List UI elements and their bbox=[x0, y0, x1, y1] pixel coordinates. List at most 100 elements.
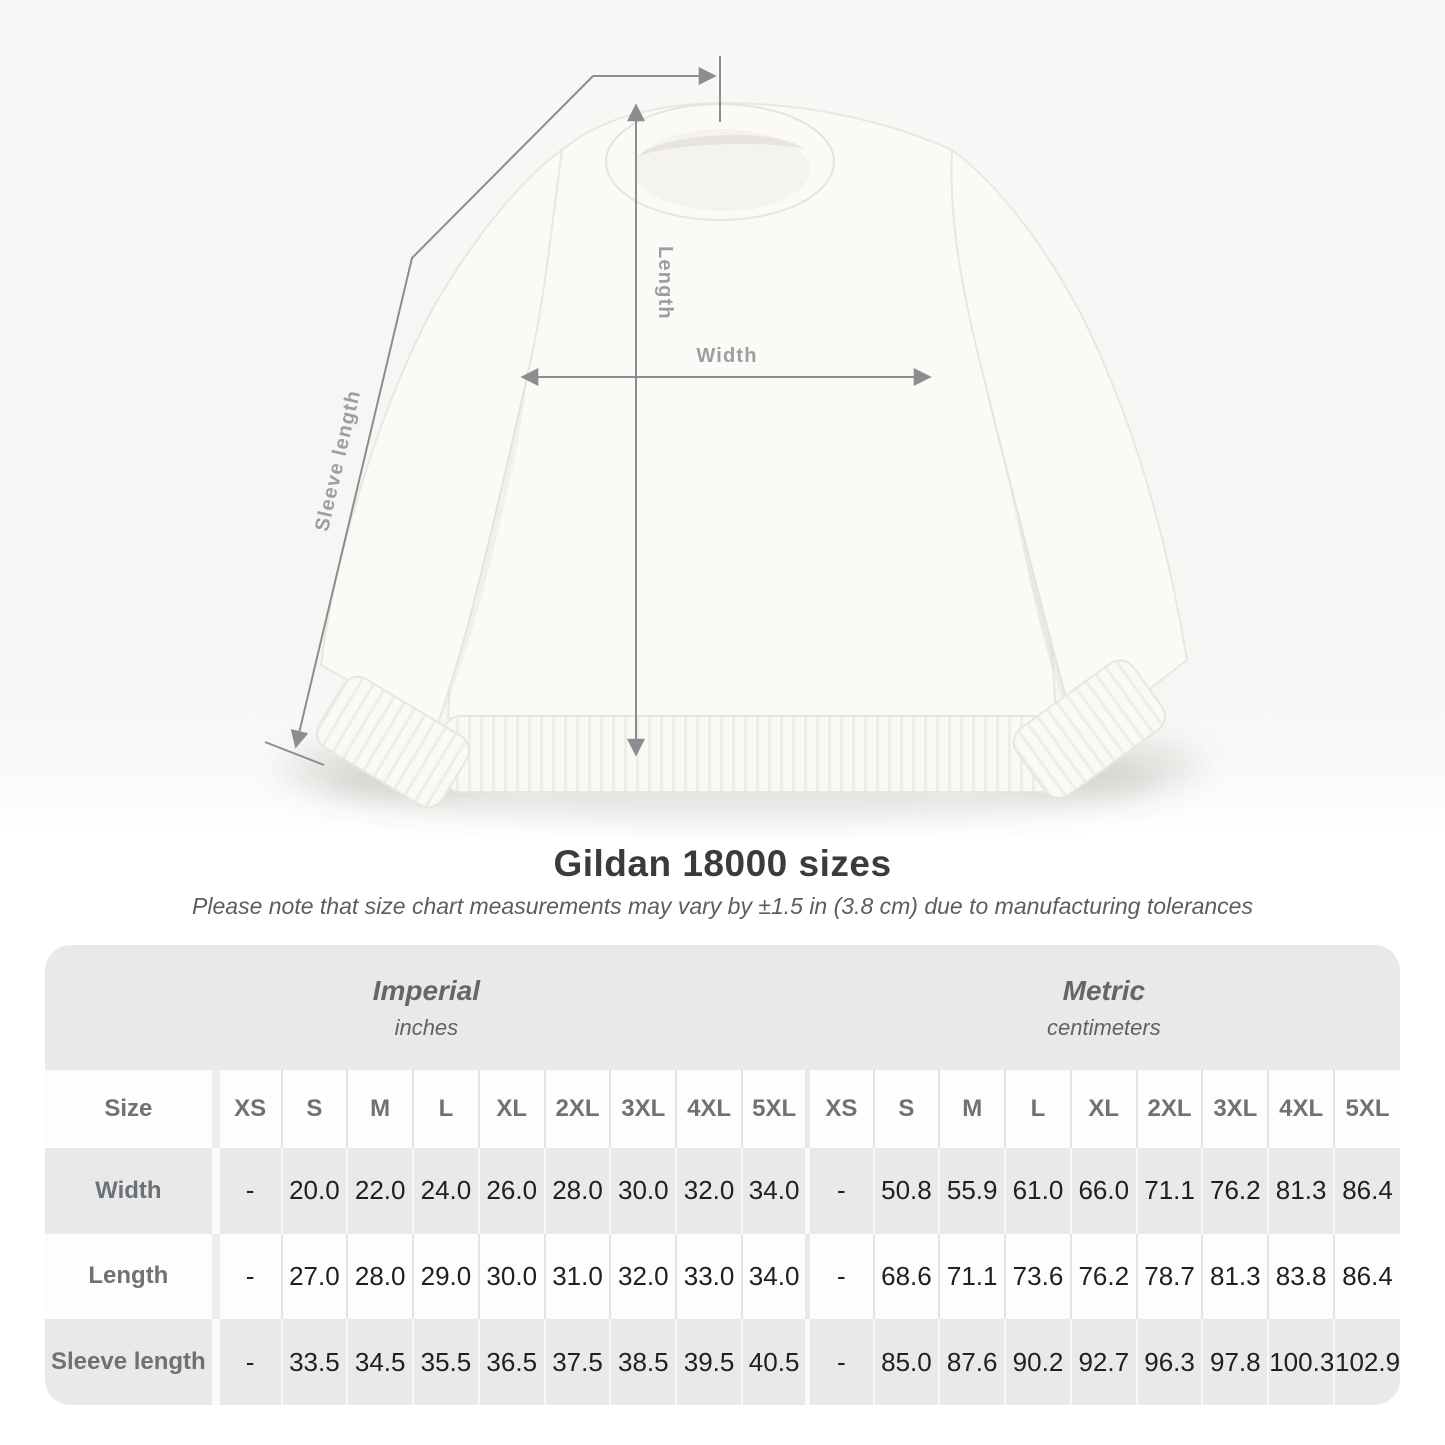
cell-imperial-4xl: 33.0 bbox=[675, 1233, 742, 1320]
cell-imperial-l: 24.0 bbox=[412, 1148, 479, 1234]
cell-metric-5xl: 86.4 bbox=[1333, 1148, 1400, 1234]
size-header-imperial-l: L bbox=[412, 1070, 479, 1148]
sweatshirt-diagram: Length Width Sleeve length bbox=[264, 56, 1205, 822]
cell-imperial-xs: - bbox=[211, 1148, 282, 1234]
width-label: Width bbox=[696, 345, 757, 367]
row-label: Width bbox=[95, 1176, 162, 1204]
cell-metric-s: 85.0 bbox=[872, 1319, 940, 1405]
cell-imperial-m: 28.0 bbox=[346, 1233, 414, 1320]
cell-imperial-l: 29.0 bbox=[412, 1233, 479, 1320]
size-header-imperial-xl: XL bbox=[477, 1070, 545, 1148]
size-header-imperial-3xl: 3XL bbox=[609, 1070, 677, 1148]
cell-metric-xl: 66.0 bbox=[1069, 1148, 1137, 1234]
cell-metric-s: 50.8 bbox=[872, 1148, 940, 1234]
cell-imperial-xl: 36.5 bbox=[477, 1319, 545, 1405]
cell-imperial-xl: 30.0 bbox=[477, 1233, 545, 1320]
imperial-header: Imperial inches bbox=[45, 945, 808, 1070]
cell-metric-4xl: 83.8 bbox=[1267, 1233, 1334, 1320]
cell-imperial-l: 35.5 bbox=[412, 1319, 479, 1405]
row-label: Length bbox=[88, 1262, 169, 1290]
cell-metric-l: 73.6 bbox=[1004, 1233, 1071, 1320]
size-header-imperial-2xl: 2XL bbox=[543, 1070, 611, 1148]
measurement-row-length: Length -27.0 28.0 29.0 30.0 31.0 32.0 33.0 34.0-… bbox=[45, 1233, 1400, 1320]
size-header-metric-5xl: 5XL bbox=[1333, 1070, 1400, 1148]
measurement-lines bbox=[264, 56, 932, 766]
cell-metric-2xl: 78.7 bbox=[1135, 1233, 1203, 1320]
size-header-metric-3xl: 3XL bbox=[1201, 1070, 1269, 1148]
size-header-imperial-4xl: 4XL bbox=[675, 1070, 742, 1148]
cell-imperial-xs: - bbox=[211, 1319, 282, 1405]
right-cuff bbox=[1012, 659, 1167, 799]
cell-imperial-xs: - bbox=[211, 1233, 282, 1320]
cell-metric-4xl: 100.3 bbox=[1267, 1319, 1334, 1405]
cell-imperial-4xl: 32.0 bbox=[675, 1148, 742, 1234]
size-header-metric-2xl: 2XL bbox=[1135, 1070, 1203, 1148]
size-header-imperial-s: S bbox=[280, 1070, 348, 1148]
imperial-header-unit: inches bbox=[394, 1014, 459, 1040]
cell-metric-4xl: 81.3 bbox=[1267, 1148, 1334, 1234]
sleeve-measure-tick-bottom bbox=[264, 741, 325, 766]
cell-imperial-2xl: 37.5 bbox=[543, 1319, 611, 1405]
cell-metric-xl: 92.7 bbox=[1069, 1319, 1137, 1405]
cell-metric-l: 61.0 bbox=[1004, 1148, 1071, 1234]
page-title: Gildan 18000 sizes bbox=[553, 843, 892, 884]
cell-imperial-xl: 26.0 bbox=[477, 1148, 545, 1234]
cell-imperial-m: 22.0 bbox=[346, 1148, 414, 1234]
cell-metric-2xl: 71.1 bbox=[1135, 1148, 1203, 1234]
size-header-row: Size XS S M L XL 2XL 3XL 4XL 5XL XS S M L XL 2XL 3XL 4XL… bbox=[45, 1070, 1400, 1148]
cell-imperial-5xl: 34.0 bbox=[740, 1148, 808, 1234]
size-column-header: Size bbox=[104, 1095, 153, 1122]
cell-metric-m: 71.1 bbox=[938, 1233, 1006, 1320]
cell-imperial-5xl: 40.5 bbox=[740, 1319, 808, 1405]
unit-header-row: Imperial inches Metric centimeters bbox=[45, 945, 1400, 1070]
cell-metric-l: 90.2 bbox=[1004, 1319, 1071, 1405]
cell-imperial-2xl: 31.0 bbox=[543, 1233, 611, 1320]
row-label: Sleeve length bbox=[50, 1348, 206, 1376]
left-cuff bbox=[316, 675, 470, 809]
cell-imperial-3xl: 30.0 bbox=[609, 1148, 677, 1234]
collar bbox=[605, 103, 835, 221]
tolerance-note: Please note that size chart measurements… bbox=[192, 893, 1253, 919]
cell-imperial-3xl: 32.0 bbox=[609, 1233, 677, 1320]
cell-metric-3xl: 97.8 bbox=[1201, 1319, 1269, 1405]
size-header-imperial-xs: XS bbox=[211, 1070, 282, 1148]
right-sleeve-shade bbox=[984, 378, 1074, 732]
cell-imperial-4xl: 39.5 bbox=[675, 1319, 742, 1405]
size-table: Imperial inches Metric centimeters Size … bbox=[45, 945, 1400, 1405]
cell-metric-5xl: 86.4 bbox=[1333, 1233, 1400, 1320]
cell-metric-3xl: 81.3 bbox=[1201, 1233, 1269, 1320]
cell-metric-5xl: 102.9 bbox=[1333, 1319, 1400, 1405]
cell-metric-m: 55.9 bbox=[938, 1148, 1006, 1234]
cell-metric-xl: 76.2 bbox=[1069, 1233, 1137, 1320]
cell-imperial-s: 33.5 bbox=[280, 1319, 348, 1405]
size-table-container: Imperial inches Metric centimeters Size … bbox=[45, 945, 1400, 1405]
cell-imperial-5xl: 34.0 bbox=[740, 1233, 808, 1320]
cell-metric-s: 68.6 bbox=[872, 1233, 940, 1320]
size-header-metric-xl: XL bbox=[1069, 1070, 1137, 1148]
metric-header: Metric centimeters bbox=[808, 945, 1400, 1070]
measurement-row-sleeve-length: Sleeve length -33.5 34.5 35.5 36.5 37.5 38.5 39… bbox=[45, 1319, 1400, 1405]
size-header-metric-m: M bbox=[938, 1070, 1006, 1148]
cell-imperial-s: 27.0 bbox=[280, 1233, 348, 1320]
size-header-metric-xs: XS bbox=[805, 1070, 874, 1148]
metric-header-unit: centimeters bbox=[1047, 1014, 1161, 1040]
length-label: Length bbox=[654, 246, 676, 320]
cell-imperial-2xl: 28.0 bbox=[543, 1148, 611, 1234]
size-header-imperial-m: M bbox=[346, 1070, 414, 1148]
cell-metric-xs: - bbox=[805, 1319, 874, 1405]
cell-metric-m: 87.6 bbox=[938, 1319, 1006, 1405]
cell-imperial-3xl: 38.5 bbox=[609, 1319, 677, 1405]
imperial-header-label: Imperial bbox=[372, 974, 481, 1006]
size-header-metric-l: L bbox=[1004, 1070, 1071, 1148]
measurement-row-width: Width -20.0 22.0 24.0 26.0 28.0 30.0 32.0 34.0-5… bbox=[45, 1148, 1400, 1234]
metric-header-label: Metric bbox=[1062, 974, 1146, 1006]
size-header-imperial-5xl: 5XL bbox=[740, 1070, 808, 1148]
cell-imperial-s: 20.0 bbox=[280, 1148, 348, 1234]
cell-metric-3xl: 76.2 bbox=[1201, 1148, 1269, 1234]
cell-metric-xs: - bbox=[805, 1148, 874, 1234]
size-header-metric-s: S bbox=[872, 1070, 940, 1148]
size-header-metric-4xl: 4XL bbox=[1267, 1070, 1334, 1148]
hem-band bbox=[443, 715, 1061, 793]
sleeve-measure-diagonal bbox=[290, 75, 594, 749]
